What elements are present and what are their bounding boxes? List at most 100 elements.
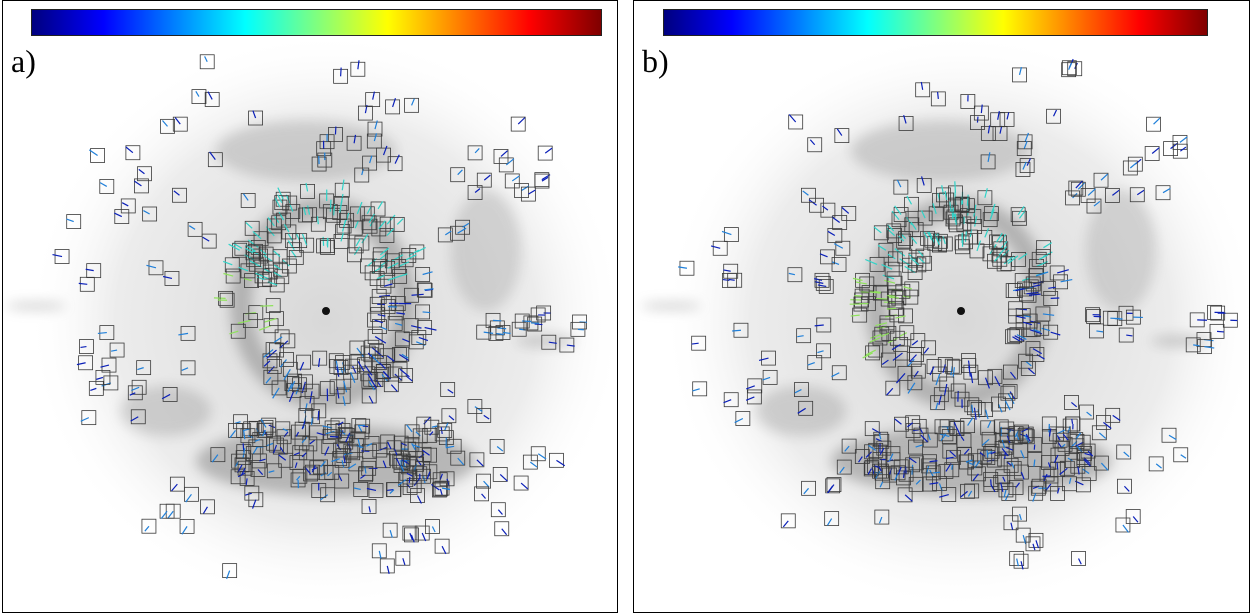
velocity-vector <box>409 532 414 541</box>
measurement-box <box>410 488 425 503</box>
measurement-box <box>490 502 506 518</box>
measurement-box <box>1075 434 1091 450</box>
velocity-vector <box>984 377 990 389</box>
velocity-vector <box>809 139 816 146</box>
velocity-vector <box>807 362 815 366</box>
measurement-box <box>788 114 804 130</box>
central-star <box>322 307 330 315</box>
measurement-box <box>332 205 348 220</box>
velocity-vector <box>1003 489 1007 498</box>
velocity-vector <box>965 459 973 463</box>
measurement-box <box>222 563 238 579</box>
velocity-vector <box>974 216 978 227</box>
velocity-vector <box>262 429 267 437</box>
velocity-vector <box>987 420 992 429</box>
velocity-vector <box>223 272 234 277</box>
measurement-box <box>946 449 961 465</box>
measurement-box <box>824 511 840 526</box>
velocity-vector <box>244 247 254 254</box>
velocity-vector <box>137 367 144 371</box>
velocity-vector <box>891 210 900 221</box>
measurement-box <box>1019 158 1035 173</box>
velocity-vector <box>387 441 392 450</box>
measurement-box <box>907 375 923 391</box>
velocity-vector <box>418 453 425 459</box>
measurement-box <box>570 321 586 337</box>
measurement-box <box>299 396 315 411</box>
measurement-box <box>826 477 842 492</box>
measurement-box <box>1065 190 1080 206</box>
velocity-vector <box>917 250 924 257</box>
velocity-vector <box>406 424 413 433</box>
velocity-vector <box>320 460 326 468</box>
velocity-vector <box>439 488 443 496</box>
measurement-box <box>1013 442 1029 458</box>
measurement-box <box>79 339 94 354</box>
measurement-box <box>383 377 399 393</box>
measurement-box <box>402 469 418 485</box>
measurement-box <box>723 392 739 408</box>
velocity-vector <box>357 60 360 70</box>
measurement-box <box>992 251 1008 267</box>
velocity-vector <box>353 487 361 491</box>
measurement-box <box>1012 210 1027 226</box>
measurement-box <box>417 320 433 335</box>
velocity-vector <box>904 494 913 502</box>
velocity-vector <box>915 444 923 448</box>
measurement-box <box>549 452 564 468</box>
measurement-box <box>679 260 695 276</box>
measurement-box <box>266 228 282 244</box>
measurement-box <box>1027 452 1043 467</box>
velocity-vector <box>260 275 270 280</box>
measurement-box <box>960 418 976 433</box>
velocity-vector <box>817 350 824 354</box>
measurement-box <box>258 422 273 438</box>
velocity-vector <box>990 484 996 493</box>
velocity-vector <box>862 352 873 359</box>
velocity-vector <box>1020 471 1025 480</box>
measurement-box <box>232 242 248 258</box>
velocity-vector <box>110 349 118 352</box>
velocity-vector <box>497 327 507 330</box>
velocity-vector <box>879 481 884 488</box>
velocity-vector <box>960 436 965 441</box>
velocity-vector <box>1032 493 1037 502</box>
measurement-box <box>304 464 320 480</box>
measurement-box <box>244 273 259 288</box>
measurement-box <box>1068 432 1084 447</box>
measurement-box <box>967 400 982 416</box>
measurement-box <box>367 329 383 344</box>
velocity-vector <box>188 225 196 230</box>
velocity-vector <box>1077 466 1080 475</box>
measurement-box <box>735 411 751 426</box>
measurement-box <box>831 365 847 381</box>
velocity-vector <box>894 248 906 257</box>
velocity-vector <box>996 232 1003 243</box>
velocity-vector <box>910 257 920 266</box>
measurement-box <box>513 475 529 491</box>
velocity-vector <box>723 399 732 404</box>
velocity-vector <box>402 558 406 566</box>
measurement-box <box>86 263 102 279</box>
velocity-vector <box>928 231 936 244</box>
velocity-vector <box>852 277 863 281</box>
measurement-box <box>446 438 462 454</box>
measurement-box <box>966 209 982 224</box>
velocity-vector <box>882 274 895 280</box>
measurement-box <box>437 227 453 243</box>
measurement-box <box>864 421 880 437</box>
measurement-box <box>1009 551 1025 566</box>
measurement-box <box>889 330 905 346</box>
velocity-vector <box>1100 462 1109 471</box>
velocity-vector <box>130 416 139 422</box>
velocity-vector <box>447 389 454 394</box>
measurement-box <box>262 353 278 369</box>
velocity-vector <box>907 358 915 368</box>
velocity-vector <box>368 506 371 513</box>
measurement-box <box>903 289 919 305</box>
measurement-box <box>109 342 125 358</box>
velocity-vector <box>758 357 769 361</box>
velocity-vector <box>304 467 312 475</box>
measurement-box <box>285 204 301 219</box>
velocity-vector <box>1032 543 1036 551</box>
